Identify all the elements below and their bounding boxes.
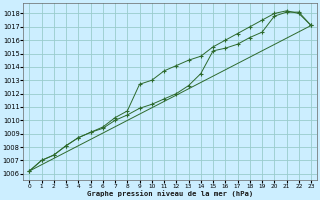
- X-axis label: Graphe pression niveau de la mer (hPa): Graphe pression niveau de la mer (hPa): [87, 190, 253, 197]
